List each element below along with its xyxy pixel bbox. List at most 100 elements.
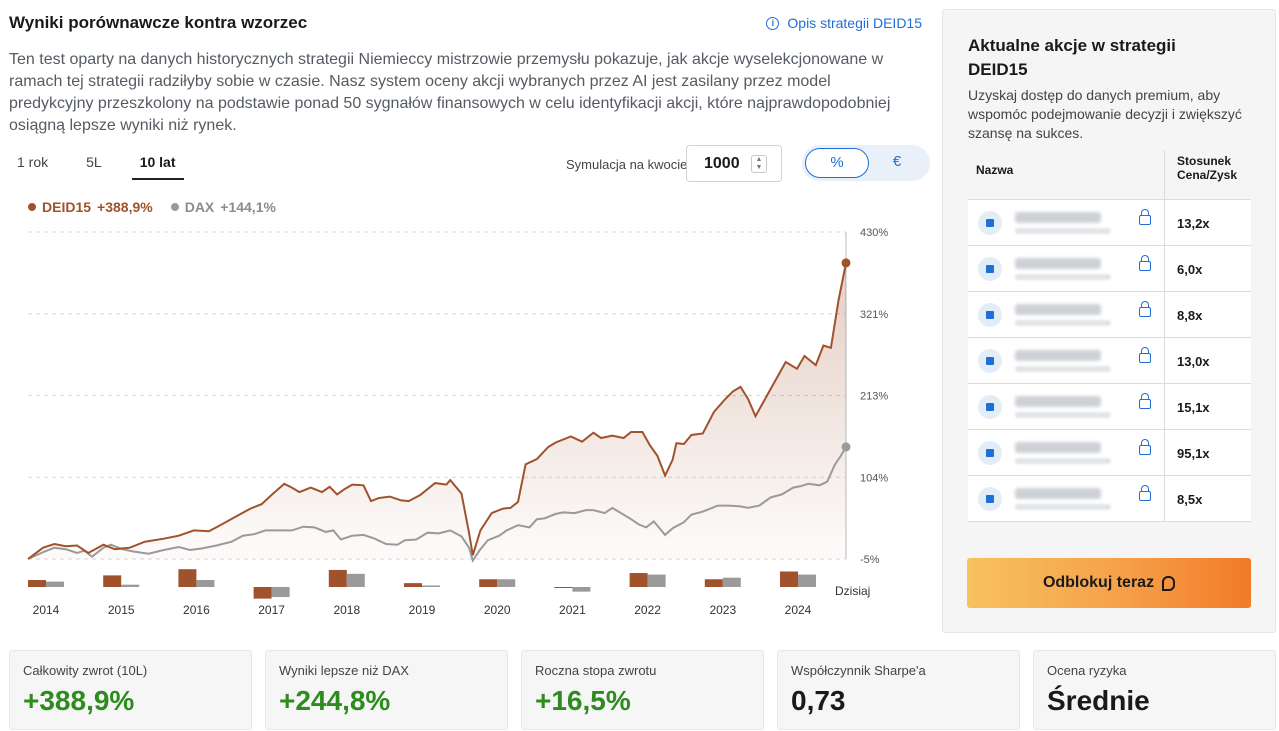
blurred-name xyxy=(1015,350,1101,361)
row-name-cell xyxy=(968,384,1164,429)
lock-icon[interactable] xyxy=(1139,439,1151,455)
y-tick-label: 321% xyxy=(860,309,888,321)
lock-icon[interactable] xyxy=(1139,301,1151,317)
blurred-name xyxy=(1015,304,1101,315)
annual-bar-dax xyxy=(647,574,666,587)
unit-percent-button[interactable]: % xyxy=(805,148,869,178)
table-row[interactable]: 15,1x xyxy=(968,384,1251,430)
holdings-panel: Aktualne akcje w strategii DEID15 Uzyska… xyxy=(942,9,1276,633)
stat-card-outperformance: Wyniki lepsze niż DAX +244,8% xyxy=(265,650,508,730)
year-label: 2017 xyxy=(258,603,285,617)
y-tick-label: 213% xyxy=(860,391,888,403)
deid15-area xyxy=(28,262,846,559)
year-label: 2018 xyxy=(333,603,360,617)
info-icon: i xyxy=(766,16,780,30)
table-row[interactable]: 13,0x xyxy=(968,338,1251,384)
column-header-pe: Stosunek Cena/Zysk xyxy=(1164,150,1251,199)
unit-toggle: % € xyxy=(802,145,930,181)
annual-bar-dax xyxy=(46,581,64,587)
annual-bar-dax xyxy=(572,587,591,592)
table-row[interactable]: 6,0x xyxy=(968,246,1251,292)
annual-bar-dax xyxy=(497,579,516,587)
lock-icon[interactable] xyxy=(1139,255,1151,271)
year-label: 2021 xyxy=(559,603,586,617)
blurred-ticker xyxy=(1015,228,1111,234)
chart-legend: DEID15 +388,9% DAX +144,1% xyxy=(28,199,276,215)
row-name-cell xyxy=(968,476,1164,521)
deid15-end-point xyxy=(841,258,851,268)
year-label: 2024 xyxy=(785,603,812,617)
annual-bar-deid15 xyxy=(28,580,46,587)
blurred-name xyxy=(1015,212,1101,223)
stat-value: +244,8% xyxy=(279,685,391,716)
blurred-ticker xyxy=(1015,366,1111,372)
annual-bar-deid15 xyxy=(103,575,122,587)
y-tick-label: 430% xyxy=(860,227,888,239)
simulation-label: Symulacja na kwocie xyxy=(566,157,688,172)
blurred-name xyxy=(1015,396,1101,407)
year-label: 2016 xyxy=(183,603,210,617)
stat-label: Ocena ryzyka xyxy=(1047,663,1127,678)
annual-bar-deid15 xyxy=(328,569,347,587)
strategy-link-label: Opis strategii DEID15 xyxy=(787,15,922,31)
company-icon xyxy=(978,303,1002,327)
row-pe-value: 8,5x xyxy=(1164,476,1251,521)
annual-bar-dax xyxy=(798,574,816,587)
blurred-ticker xyxy=(1015,458,1111,464)
dax-end-point xyxy=(841,442,851,452)
year-label: 2020 xyxy=(484,603,511,617)
row-pe-value: 6,0x xyxy=(1164,246,1251,291)
annual-bar-dax xyxy=(121,584,140,587)
lock-icon[interactable] xyxy=(1139,209,1151,225)
strategy-description-link[interactable]: i Opis strategii DEID15 xyxy=(766,15,922,31)
annual-bar-dax xyxy=(422,585,440,587)
simulation-amount-input[interactable]: 1000 ▲ ▼ xyxy=(686,145,782,182)
company-icon xyxy=(978,257,1002,281)
company-icon xyxy=(978,349,1002,373)
table-row[interactable]: 95,1x xyxy=(968,430,1251,476)
row-name-cell xyxy=(968,430,1164,475)
legend-value-dax: +144,1% xyxy=(220,199,276,215)
legend-item-dax: DAX +144,1% xyxy=(170,199,276,215)
blurred-ticker xyxy=(1015,320,1111,326)
stat-label: Współczynnik Sharpe'a xyxy=(791,663,926,678)
table-row[interactable]: 8,5x xyxy=(968,476,1251,522)
company-icon xyxy=(978,487,1002,511)
annual-bar-dax xyxy=(271,587,290,598)
row-pe-value: 8,8x xyxy=(1164,292,1251,337)
table-row[interactable]: 13,2x xyxy=(968,200,1251,246)
tab-5-years[interactable]: 5L xyxy=(86,154,102,170)
row-name-cell xyxy=(968,292,1164,337)
y-tick-label: 104% xyxy=(860,472,888,484)
stat-card-total-return: Całkowity zwrot (10L) +388,9% xyxy=(9,650,252,730)
lock-icon[interactable] xyxy=(1139,393,1151,409)
annual-bar-deid15 xyxy=(253,587,272,599)
deid15-line xyxy=(27,262,847,560)
lock-icon[interactable] xyxy=(1139,347,1151,363)
premium-icon xyxy=(1162,575,1176,591)
stat-value: +388,9% xyxy=(23,685,135,716)
table-row[interactable]: 8,8x xyxy=(968,292,1251,338)
strategy-description: Ten test oparty na danych historycznych … xyxy=(9,51,891,134)
row-pe-value: 15,1x xyxy=(1164,384,1251,429)
stat-label: Wyniki lepsze niż DAX xyxy=(279,663,409,678)
tab-1-year[interactable]: 1 rok xyxy=(17,154,49,170)
company-icon xyxy=(978,211,1002,235)
annual-bar-dax xyxy=(196,580,215,587)
stat-value: 0,73 xyxy=(791,685,846,716)
year-label: 2022 xyxy=(634,603,661,617)
panel-title: Aktualne akcje w strategii DEID15 xyxy=(968,36,1176,79)
stepper-icon[interactable]: ▲ ▼ xyxy=(751,155,767,173)
tab-10-years[interactable]: 10 lat xyxy=(131,148,184,180)
table-header: Nazwa Stosunek Cena/Zysk xyxy=(968,150,1251,200)
lock-icon[interactable] xyxy=(1139,485,1151,501)
annual-bar-dax xyxy=(722,577,741,587)
today-label: Dzisiaj xyxy=(835,584,870,598)
unit-euro-button[interactable]: € xyxy=(892,153,902,170)
panel-subtitle: Uzyskaj dostęp do danych premium, aby ws… xyxy=(968,87,1242,141)
legend-dot-dax xyxy=(170,203,179,211)
company-icon xyxy=(978,441,1002,465)
unlock-button[interactable]: Odblokuj teraz xyxy=(967,558,1251,608)
page-title: Wyniki porównawcze kontra wzorzec xyxy=(9,13,308,32)
row-pe-value: 13,2x xyxy=(1164,200,1251,245)
